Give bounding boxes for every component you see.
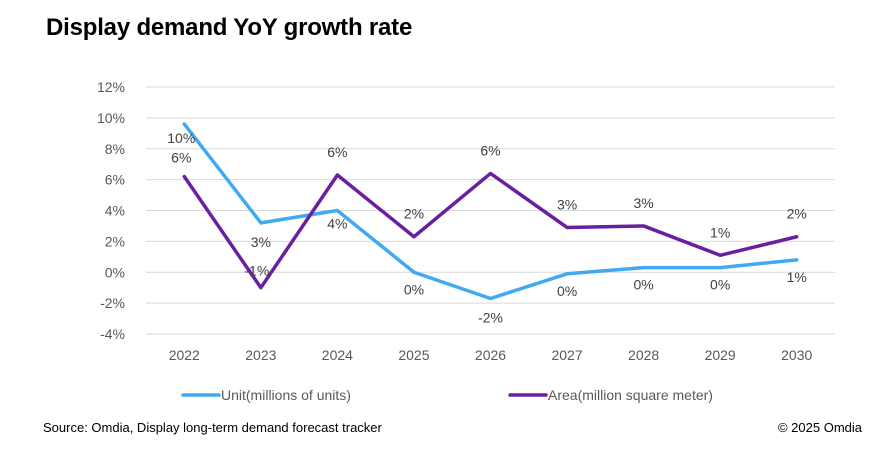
y-tick-label: 4%	[105, 203, 125, 219]
chart-title: Display demand YoY growth rate	[46, 14, 413, 41]
x-tick-label: 2022	[169, 347, 200, 363]
data-label: 6%	[171, 150, 191, 166]
data-label: 0%	[710, 277, 730, 293]
y-tick-label: 0%	[105, 264, 125, 280]
data-label: 3%	[633, 195, 653, 211]
data-label: 3%	[251, 234, 271, 250]
data-label: 4%	[327, 216, 347, 232]
x-tick-label: 2023	[245, 347, 276, 363]
data-label: 2%	[787, 206, 807, 222]
data-label: 10%	[167, 130, 195, 146]
x-tick-label: 2024	[322, 347, 353, 363]
x-tick-label: 2027	[551, 347, 582, 363]
data-label: 6%	[480, 142, 500, 158]
data-label: 2%	[404, 206, 424, 222]
y-tick-label: 6%	[105, 172, 125, 188]
data-label: 3%	[557, 196, 577, 212]
data-label: -1%	[244, 263, 269, 279]
y-tick-label: 8%	[105, 141, 125, 157]
x-axis-ticks: 2022 2023 2024 2025 2026 2027 2028 2029 2030	[169, 347, 813, 363]
data-label: 1%	[710, 224, 730, 240]
series-line-area	[182, 171, 799, 290]
data-label: 0%	[633, 277, 653, 293]
y-tick-label: 10%	[97, 110, 125, 126]
x-tick-label: 2030	[781, 347, 812, 363]
y-axis-ticks: -4% -2% 0% 2% 4% 6% 8% 10% 12%	[97, 79, 125, 342]
source-note: Source: Omdia, Display long-term demand …	[43, 420, 382, 435]
legend: Unit(millions of units) Area(million squa…	[181, 387, 713, 403]
x-tick-label: 2026	[475, 347, 506, 363]
series-lines	[182, 122, 799, 301]
gridlines	[146, 86, 835, 335]
data-labels: 10% 3% 4% 0% -2% 0% 0% 0% 1% 6% -1% 6% 2% 6% 3% 3% 1% 2%	[167, 130, 807, 325]
data-label: 6%	[327, 144, 347, 160]
series-line-unit	[182, 122, 799, 301]
data-label: -2%	[478, 309, 503, 325]
legend-label: Area(million square meter)	[548, 387, 713, 403]
data-label: 0%	[557, 283, 577, 299]
y-tick-label: 2%	[105, 233, 125, 249]
data-label: 1%	[787, 269, 807, 285]
y-tick-label: 12%	[97, 79, 125, 95]
legend-label: Unit(millions of units)	[221, 387, 351, 403]
y-tick-label: -2%	[100, 295, 125, 311]
x-tick-label: 2025	[398, 347, 429, 363]
x-tick-label: 2028	[628, 347, 659, 363]
copyright-note: © 2025 Omdia	[777, 420, 862, 435]
data-label: 0%	[404, 281, 424, 297]
y-tick-label: -4%	[100, 326, 125, 342]
x-tick-label: 2029	[705, 347, 736, 363]
